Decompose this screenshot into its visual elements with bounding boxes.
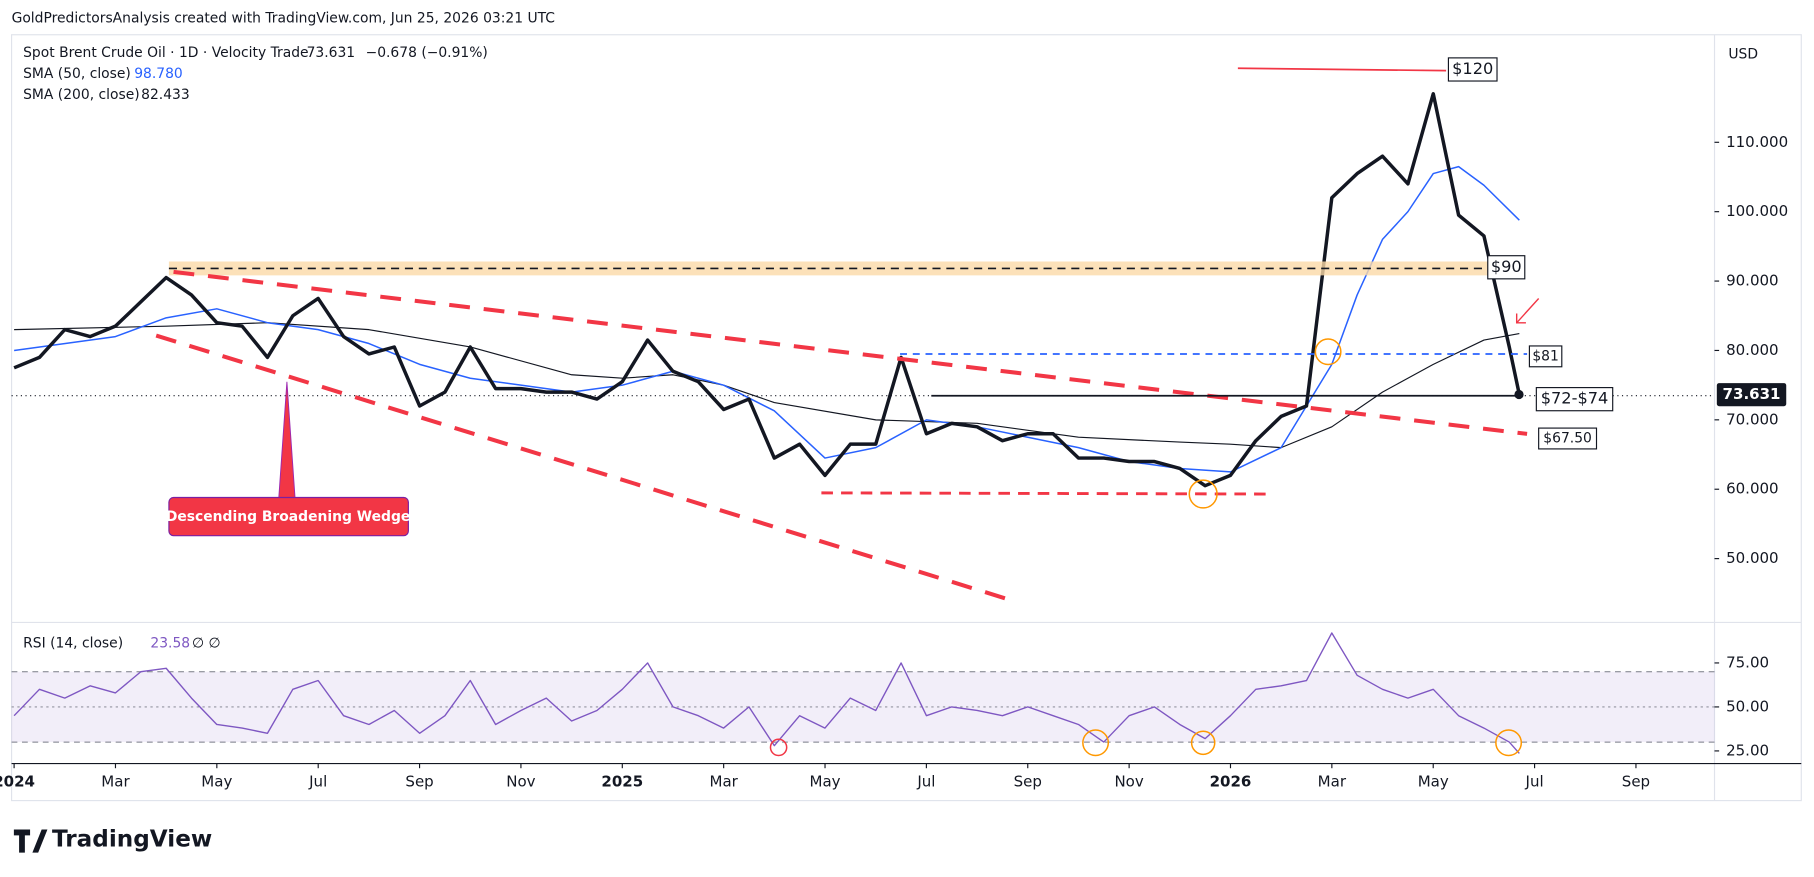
rsi-value: 23.58 xyxy=(150,635,190,651)
x-tick-label: 2026 xyxy=(1210,773,1252,791)
legend-change: −0.678 (−0.91%) xyxy=(366,45,488,61)
logo: TradingView xyxy=(13,826,212,853)
x-tick-label: May xyxy=(810,773,841,791)
x-tick-label: Sep xyxy=(1622,773,1650,791)
legend: Spot Brent Crude Oil · 1D · Velocity Tra… xyxy=(23,45,488,651)
x-tick-label: May xyxy=(1418,773,1449,791)
label-box xyxy=(1487,255,1526,280)
x-tick-label: May xyxy=(201,773,232,791)
rsi-red-circle xyxy=(769,738,788,757)
label-box xyxy=(1528,345,1563,368)
price-tag xyxy=(1716,383,1787,407)
rsi-band xyxy=(11,671,1715,743)
x-tick-label: Nov xyxy=(1114,773,1143,791)
arrow-head xyxy=(1515,313,1526,324)
series-line xyxy=(14,322,1520,449)
annotation: $81 xyxy=(1532,348,1558,364)
y-tick-label: 90.000 xyxy=(1726,272,1779,290)
annotation: $72-$74 xyxy=(1541,389,1609,408)
y-tick-label: 50.00 xyxy=(1726,697,1769,715)
y-tick-label: 100.000 xyxy=(1726,202,1788,220)
x-tick-label: Jul xyxy=(1525,773,1544,791)
resistance-zone xyxy=(168,261,1493,276)
x-tick-label: Jul xyxy=(308,773,327,791)
x-tick-label: Mar xyxy=(101,773,130,791)
label-box xyxy=(1535,387,1614,412)
rsi-title: RSI (14, close) xyxy=(23,635,123,651)
legend-title: Spot Brent Crude Oil · 1D · Velocity Tra… xyxy=(23,45,308,61)
y-tick-label: 80.000 xyxy=(1726,341,1779,359)
currency: USD xyxy=(1728,46,1758,62)
series-line xyxy=(14,165,1520,473)
annotation: $67.50 xyxy=(1543,431,1592,447)
plot: 50.000 60.000 70.000 80.000 90.000 100.000 110… xyxy=(0,92,1788,791)
label-box xyxy=(1538,427,1598,450)
annotation: $120 xyxy=(1452,59,1493,78)
y-tick-label: 25.00 xyxy=(1726,741,1769,759)
x-tick-label: Sep xyxy=(405,773,433,791)
header-title: GoldPredictorsAnalysis created with Trad… xyxy=(12,11,555,27)
highlight-circles xyxy=(1082,338,1523,757)
y-tick-label: 60.000 xyxy=(1726,480,1779,498)
series-line xyxy=(13,632,1520,754)
wedge-label: Descending Broadening Wedge xyxy=(166,509,410,525)
legend-item: SMA (50, close) xyxy=(23,66,131,82)
x-tick-label: Mar xyxy=(1318,773,1347,791)
logo-text: TradingView xyxy=(52,826,212,852)
level-dot xyxy=(1514,389,1524,400)
legend-value: 98.780 xyxy=(134,66,183,82)
arrow xyxy=(1516,298,1540,324)
y-tick-label: 75.00 xyxy=(1726,653,1769,671)
y-tick-label: 70.000 xyxy=(1726,410,1779,428)
wedge-label-box xyxy=(168,496,409,537)
annotations: $120 $90 $81 $72-$74 $67.50 xyxy=(1447,57,1614,450)
top-line xyxy=(1237,67,1447,72)
legend-last: 73.631 xyxy=(307,45,356,61)
x-tick-label: 2025 xyxy=(601,773,643,791)
wedge-lines xyxy=(155,269,1528,604)
y-tick-label: 110.000 xyxy=(1726,133,1788,151)
x-tick-label: Sep xyxy=(1014,773,1042,791)
label-box xyxy=(1447,57,1498,82)
annotation: $90 xyxy=(1491,257,1522,276)
price-tag-label: 73.631 xyxy=(1723,385,1781,403)
x-tick-label: Nov xyxy=(506,773,535,791)
legend-value: 82.433 xyxy=(141,87,190,103)
y-tick-label: 50.000 xyxy=(1726,549,1779,567)
x-tick-label: 2024 xyxy=(0,773,35,791)
legend-item: SMA (200, close) xyxy=(23,87,140,103)
x-tick-label: Mar xyxy=(709,773,738,791)
series-line xyxy=(13,92,1522,488)
rsi-extra: ∅ ∅ xyxy=(192,635,221,651)
x-tick-label: Jul xyxy=(916,773,935,791)
frame xyxy=(10,34,1802,802)
